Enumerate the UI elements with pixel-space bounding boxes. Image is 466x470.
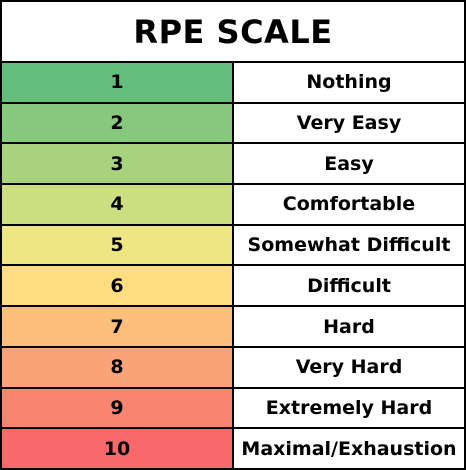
rpe-label: Very Easy — [232, 101, 466, 145]
rpe-row-7: 7 Hard — [0, 305, 466, 348]
rpe-row-3: 3 Easy — [0, 142, 466, 186]
rpe-label: Easy — [232, 142, 466, 186]
rpe-row-8: 8 Very Hard — [0, 345, 466, 389]
rpe-label: Hard — [232, 305, 466, 348]
rpe-number: 8 — [0, 345, 234, 389]
rpe-number: 7 — [0, 305, 234, 348]
table-title: RPE SCALE — [0, 0, 466, 64]
rpe-label: Extremely Hard — [232, 386, 466, 430]
title-row: RPE SCALE — [0, 0, 466, 64]
rpe-number: 10 — [0, 427, 234, 470]
rpe-number: 1 — [0, 61, 234, 104]
rpe-label: Maximal/Exhaustion — [232, 427, 466, 470]
rpe-label: Somewhat Difficult — [232, 223, 466, 267]
rpe-row-2: 2 Very Easy — [0, 101, 466, 145]
rpe-label: Very Hard — [232, 345, 466, 389]
rpe-row-9: 9 Extremely Hard — [0, 386, 466, 430]
rpe-number: 2 — [0, 101, 234, 145]
rpe-label: Difficult — [232, 264, 466, 308]
rpe-label: Comfortable — [232, 183, 466, 226]
rpe-number: 6 — [0, 264, 234, 308]
rpe-row-4: 4 Comfortable — [0, 183, 466, 226]
rpe-number: 4 — [0, 183, 234, 226]
rpe-number: 5 — [0, 223, 234, 267]
rpe-number: 9 — [0, 386, 234, 430]
rpe-label: Nothing — [232, 61, 466, 104]
rpe-row-10: 10 Maximal/Exhaustion — [0, 427, 466, 470]
rpe-row-1: 1 Nothing — [0, 61, 466, 104]
rpe-row-6: 6 Difficult — [0, 264, 466, 308]
rpe-row-5: 5 Somewhat Difficult — [0, 223, 466, 267]
rpe-number: 3 — [0, 142, 234, 186]
